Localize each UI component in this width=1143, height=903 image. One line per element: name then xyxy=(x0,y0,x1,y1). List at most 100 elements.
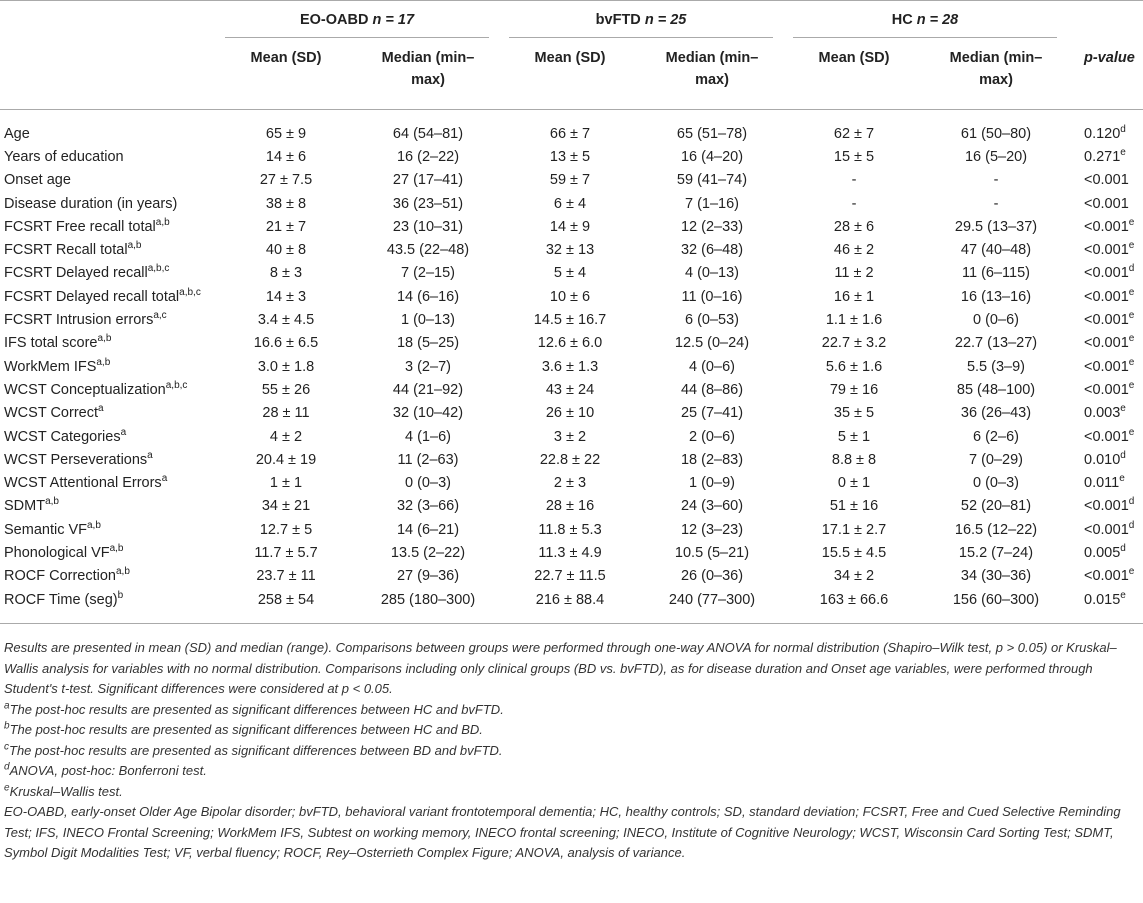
footnote-sup: c xyxy=(4,741,9,753)
group-n: n = 25 xyxy=(644,12,687,28)
cell: - xyxy=(993,172,999,189)
p-sup: d xyxy=(1120,123,1126,135)
cell: 18 (2–83) xyxy=(680,451,744,468)
cell: 14 ± 6 xyxy=(265,148,307,165)
cell: 43 ± 24 xyxy=(545,381,595,398)
footnote: aThe post-hoc results are presented as s… xyxy=(4,700,1139,721)
cell: 25 (7–41) xyxy=(680,405,744,422)
p-text: 0.120 xyxy=(1084,125,1121,142)
cell: 61 (50–80) xyxy=(960,125,1032,142)
cell: 11 (0–16) xyxy=(681,288,743,305)
subheader: Median (min–max) xyxy=(357,39,499,110)
cell: - xyxy=(851,195,857,212)
row-label-sup: a,b xyxy=(87,519,101,531)
cell: 16.6 ± 6.5 xyxy=(253,335,319,352)
cell: 240 (77–300) xyxy=(668,591,756,608)
cell: 0 (0–6) xyxy=(973,312,1019,329)
p-sup: e xyxy=(1128,356,1135,368)
cell: 2 ± 3 xyxy=(553,475,587,492)
p-value: <0.001e xyxy=(1067,355,1143,378)
cell: 28 ± 6 xyxy=(833,218,875,235)
cell: 34 ± 2 xyxy=(833,568,875,585)
row-label-text: Disease duration (in years) xyxy=(4,195,178,212)
cell: 44 (8–86) xyxy=(680,381,744,398)
p-text: <0.001 xyxy=(1084,358,1129,375)
cell: 11.8 ± 5.3 xyxy=(538,521,602,538)
cell: 15.2 (7–24) xyxy=(958,544,1034,561)
cell: 6 ± 4 xyxy=(553,195,587,212)
row-label-sup: a,b xyxy=(155,217,170,228)
cell: 16 (4–20) xyxy=(680,148,744,165)
cell: 52 (20–81) xyxy=(960,498,1032,515)
cell: 59 ± 7 xyxy=(549,172,591,189)
cell: 17.1 ± 2.7 xyxy=(821,521,887,538)
cell: 7 (2–15) xyxy=(400,265,455,282)
cell: 32 (10–42) xyxy=(392,405,464,422)
p-sup: e xyxy=(1120,403,1126,415)
cell: 5 ± 1 xyxy=(837,428,871,445)
row-label-sup: a,c xyxy=(153,310,167,322)
corner xyxy=(1067,1,1143,40)
row-label: WorkMem IFSa,b xyxy=(0,355,215,378)
row-label-text: WCST Conceptualization xyxy=(4,381,166,398)
cell: 27 (9–36) xyxy=(396,568,460,585)
row-label: FCSRT Recall totala,b xyxy=(0,238,215,261)
cell: 0 (0–3) xyxy=(973,475,1019,492)
footnote: eKruskal–Wallis test. xyxy=(4,782,1139,803)
p-value: <0.001 xyxy=(1067,169,1143,192)
group-n: n = 28 xyxy=(916,12,959,28)
cell: 64 (54–81) xyxy=(392,125,464,142)
p-sup: e xyxy=(1128,310,1135,322)
cell: 16 (5–20) xyxy=(964,148,1028,165)
row-label-sup: a xyxy=(161,473,168,485)
row-label: Disease duration (in years) xyxy=(0,192,215,215)
cell: 12 (2–33) xyxy=(680,218,744,235)
row-label-sup: a,b,c xyxy=(147,263,170,275)
cell: 34 (30–36) xyxy=(960,568,1032,585)
row-label-text: SDMT xyxy=(4,498,46,515)
p-value: <0.001 xyxy=(1067,192,1143,215)
row-label-text: WCST Perseverations xyxy=(4,451,148,468)
p-value: <0.001e xyxy=(1067,425,1143,448)
corner xyxy=(0,1,215,40)
cell: 15 ± 5 xyxy=(833,148,875,165)
data-row: WCST Perseverationsa 20.4 ± 19 11 (2–63) 22… xyxy=(0,448,1143,471)
p-text: 0.011 xyxy=(1084,475,1120,492)
cell: 22.7 ± 3.2 xyxy=(821,335,887,352)
row-label-sup: a xyxy=(120,426,127,438)
data-row: Phonological VFa,b 11.7 ± 5.7 13.5 (2–22) 1… xyxy=(0,541,1143,564)
cell: 0 (0–3) xyxy=(405,475,451,492)
cell: 7 (0–29) xyxy=(968,451,1023,468)
row-label: FCSRT Delayed recall totala,b,c xyxy=(0,285,215,308)
p-text: <0.001 xyxy=(1084,312,1129,329)
p-sup: e xyxy=(1128,566,1135,578)
p-text: <0.001 xyxy=(1084,218,1129,235)
cell: 4 (1–6) xyxy=(405,428,451,445)
row-label: Onset age xyxy=(0,169,215,192)
subheader: Mean (SD) xyxy=(499,39,641,110)
cell: 16 (2–22) xyxy=(396,148,460,165)
cell: 27 (17–41) xyxy=(392,172,464,189)
row-label-text: Onset age xyxy=(4,172,71,189)
cell: 11.3 ± 4.9 xyxy=(538,544,602,561)
p-sup: e xyxy=(1120,147,1126,159)
footnote-text: The post-hoc results are presented as si… xyxy=(9,742,503,758)
p-value: <0.001e xyxy=(1067,215,1143,238)
cell: 2 (0–6) xyxy=(689,428,735,445)
cell: 65 (51–78) xyxy=(676,125,748,142)
p-sup: e xyxy=(1128,380,1135,392)
cell: 47 (40–48) xyxy=(960,242,1032,259)
cell: 32 ± 13 xyxy=(545,242,595,259)
p-value: 0.005d xyxy=(1067,541,1143,564)
group-header: EO-OABD n = 17 xyxy=(215,1,499,40)
p-text: <0.001 xyxy=(1084,242,1129,259)
cell: 163 ± 66.6 xyxy=(819,591,889,608)
footnote: dANOVA, post-hoc: Bonferroni test. xyxy=(4,761,1139,782)
cell: 16 (13–16) xyxy=(960,288,1032,305)
group-name: EO-OABD xyxy=(299,12,369,28)
p-text: <0.001 xyxy=(1084,265,1129,282)
cell: 11 ± 2 xyxy=(834,265,874,282)
corner xyxy=(0,39,215,110)
cell: 13 ± 5 xyxy=(549,148,591,165)
p-value: 0.120d xyxy=(1067,110,1143,146)
